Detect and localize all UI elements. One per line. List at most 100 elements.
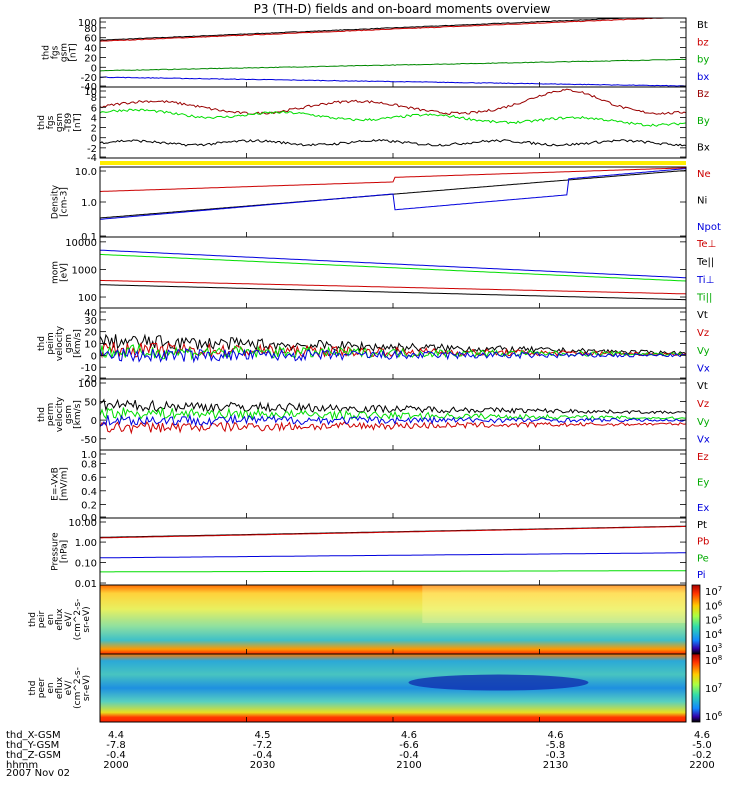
y-tick-label: 1000 — [72, 265, 97, 276]
series-line-Ne — [99, 167, 686, 192]
y-tick-label: 20 — [84, 53, 97, 64]
y-axis-label-line: peer — [37, 677, 47, 698]
y-axis-label-line: thd — [37, 336, 47, 351]
y-tick-label: 0.1 — [81, 232, 97, 243]
y-tick-label: 0.10 — [75, 559, 97, 570]
x-axis-row-label: thd_Z-GSM — [6, 750, 61, 761]
x-axis-value: 4.5 — [255, 730, 271, 741]
y-tick-label: 100 — [78, 293, 97, 304]
y-axis-label: Pressure [nPa] — [51, 532, 70, 571]
y-axis-label-line: en — [46, 682, 56, 693]
y-axis-label-line: peir — [37, 610, 47, 628]
y-axis-label-line: thd — [42, 45, 52, 60]
y-axis-label-line: Pressure — [51, 532, 61, 571]
x-axis-value: -7.8 — [106, 740, 126, 751]
y-tick-label: -10 — [81, 363, 97, 374]
colorbar — [691, 653, 701, 723]
y-axis-label-line: velocity — [55, 325, 65, 361]
y-axis-label-line: thd — [37, 407, 47, 422]
y-axis-label-line: en — [46, 614, 56, 625]
x-axis-row-label: thd_X-GSM — [6, 730, 61, 741]
legend-Vx: Vx — [697, 364, 710, 375]
colorbar-tick-label: 107 — [705, 682, 722, 695]
legend-Vy: Vy — [697, 417, 710, 428]
panel-pressure: 10.00 1.00 0.10 0.01 Pt Pb Pe Pi Pressure [nPa] — [51, 517, 709, 590]
legend-Pi: Pi — [697, 570, 706, 581]
colorbar-tick-base: 10 — [705, 616, 718, 627]
x-axis-value: 4.6 — [401, 730, 417, 741]
y-tick-label: 100 — [78, 18, 97, 29]
y-axis-label: thd fgs gsm [nT] — [42, 43, 79, 62]
y-axis-label-line: [mV/m] — [60, 467, 70, 501]
colorbar — [691, 584, 701, 655]
series-line-Vx — [99, 413, 687, 427]
series-line-Bx — [99, 139, 687, 147]
y-tick-label: 1.0 — [81, 450, 97, 461]
colorbar-tick-exponent: 6 — [718, 710, 723, 718]
series-line-Vx — [99, 347, 687, 364]
series-line-Pi — [100, 552, 686, 559]
y-tick-label: 1.00 — [75, 538, 97, 549]
y-tick-label: 80 — [84, 24, 97, 35]
legend-Vt: Vt — [697, 310, 708, 321]
y-axis-label: thd perm velocity gsm [km/s] — [37, 396, 83, 432]
y-axis-label-line: (cm^2-s- — [73, 667, 83, 709]
y-axis-label: thd peim velocity gsm [km/s] — [37, 325, 83, 361]
series-line-Te|| — [100, 284, 687, 301]
y-axis-label-line: gsm — [55, 113, 65, 132]
y-axis-label: thd peir en eflux eV/(cm^2-s-sr-eV) — [28, 599, 92, 641]
panel-frame — [99, 86, 687, 159]
legend-Vt: Vt — [697, 381, 708, 392]
y-axis-label-line: velocity — [55, 396, 65, 432]
x-axis-value: -5.0 — [692, 740, 712, 751]
y-tick-label: -20 — [81, 374, 97, 385]
x-axis-value: -6.6 — [399, 740, 419, 751]
y-tick-label: 10 — [84, 87, 97, 98]
colorbar-tick-exponent: 5 — [718, 614, 722, 622]
y-tick-label: 30 — [84, 316, 97, 327]
y-tick-label: -20 — [81, 73, 97, 84]
y-axis-label-line: perm — [46, 403, 56, 427]
legend-Ey: Ey — [697, 478, 709, 489]
y-axis-label: Density [cm-3] — [51, 184, 70, 219]
legend-bz: bz — [697, 37, 709, 48]
colorbar-tick-exponent: 6 — [718, 599, 723, 607]
x-axis-value: -0.4 — [253, 750, 273, 761]
legend-Vx: Vx — [697, 435, 710, 446]
y-axis-label-line: gsm — [64, 405, 74, 424]
panel-efield: 1.00.8 0.6 0.4 0.2 0.0 Ez Ey Ex E=-VxB [mV/m] — [51, 449, 709, 524]
y-axis-label-line: eflux — [55, 676, 65, 699]
series-line-Vt — [99, 398, 687, 415]
legend-Bx: Bx — [697, 143, 710, 154]
y-axis-label-line: gsm — [60, 43, 70, 62]
spectrogram-highlight — [422, 585, 686, 623]
legend-Pt: Pt — [697, 520, 707, 531]
panel-perm-velocity: 100 50 0 -50 Vt Vz Vy Vx thd perm velocity gsm [km/s… — [37, 378, 710, 451]
y-tick-label: 50 — [84, 397, 97, 408]
y-axis-label-line: fgs — [46, 115, 56, 129]
y-axis-label-line: gsm — [64, 334, 74, 353]
y-axis-label: E=-VxB [mV/m] — [51, 467, 70, 501]
y-axis-label-line: [cm-3] — [60, 187, 70, 217]
y-axis-label-line: Density — [51, 184, 61, 219]
legend-Ex: Ex — [697, 503, 709, 514]
legend-By: By — [697, 116, 710, 127]
y-tick-label: 0.6 — [81, 473, 97, 484]
legend-Ti||: Ti|| — [696, 293, 712, 304]
low-flux-band — [408, 674, 589, 691]
series-line-Npot — [99, 168, 687, 220]
panel-temperature: 10000 1000 100 Te⊥ Te|| Ti⊥ Ti|| mom [eV] — [51, 236, 716, 309]
x-axis-value: -5.8 — [546, 740, 566, 751]
series-line-Ti|| — [99, 253, 687, 282]
x-axis-value: 2030 — [250, 760, 275, 771]
colorbar-tick-label: 108 — [705, 654, 722, 667]
panel-frame — [99, 378, 687, 451]
y-axis-label-line: -T89 — [64, 113, 74, 133]
y-tick-label: -50 — [81, 435, 97, 446]
colorbar-tick-base: 10 — [705, 601, 718, 612]
legend-Vz: Vz — [697, 328, 709, 339]
y-axis-label-line: [km/s] — [73, 329, 83, 358]
